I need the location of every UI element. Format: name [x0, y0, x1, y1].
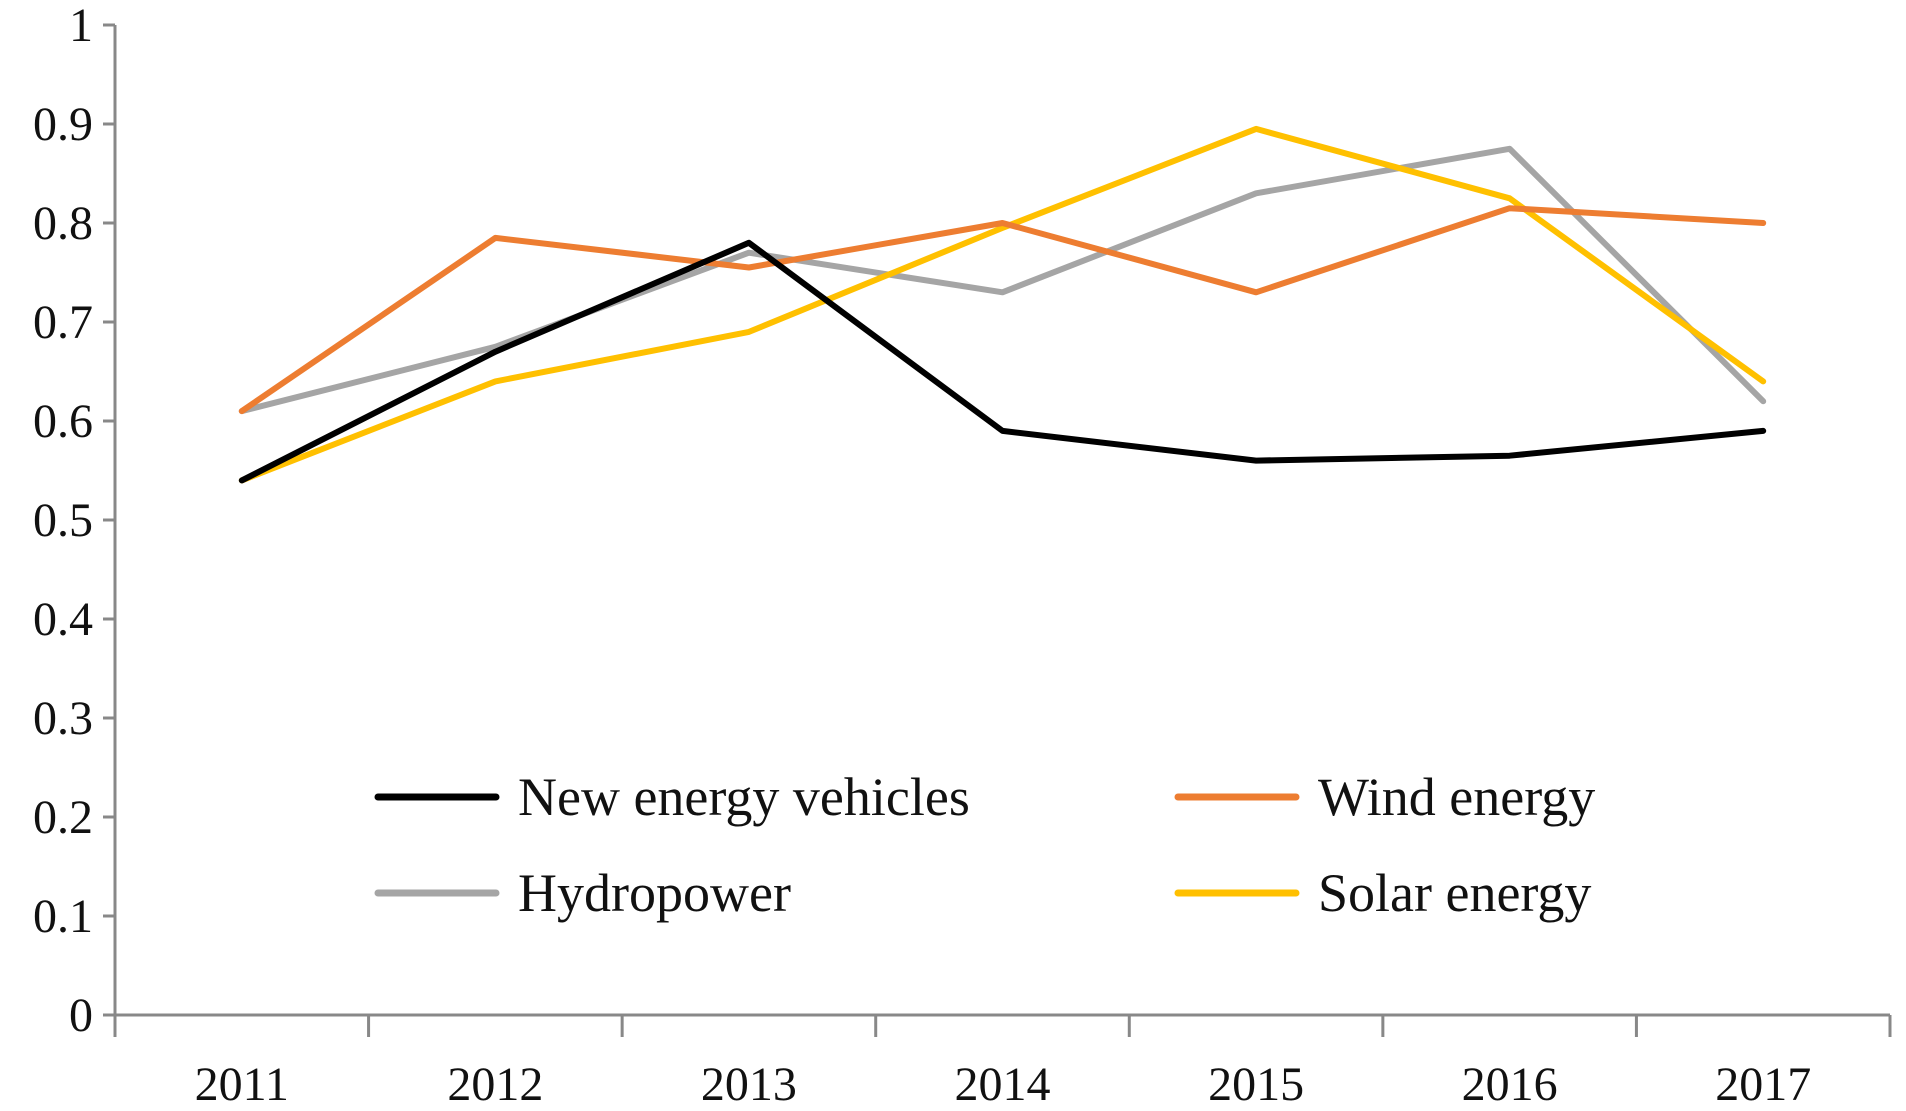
y-tick-label: 0.5: [33, 494, 93, 547]
series-line-solar-energy: [238, 125, 1767, 484]
legend-label-hydropower: Hydropower: [518, 863, 791, 923]
y-tick-label: 0.2: [33, 791, 93, 844]
ticks-layer: 0 0.1 0.2 0.3 0.4 0.5 0.6 0.7 0.8 0.9 1 2011 2012 201…: [33, 0, 1892, 1111]
y-tick-label: 1: [69, 0, 93, 52]
y-tick-label: 0.6: [33, 395, 93, 448]
series-line-new-energy-vehicles: [238, 239, 1767, 484]
x-tick-label: 2012: [447, 1058, 543, 1111]
y-tick-label: 0.3: [33, 692, 93, 745]
x-tick-label: 2011: [195, 1058, 289, 1111]
axes-layer: [113, 25, 1890, 1017]
y-tick-label: 0: [69, 989, 93, 1042]
legend: New energy vehicles Wind energy Hydropower…: [374, 767, 1595, 923]
y-tick-label: 0.1: [33, 890, 93, 943]
legend-label-solar-energy: Solar energy: [1318, 863, 1591, 923]
series-line-hydropower: [238, 145, 1767, 415]
x-tick-label: 2013: [701, 1058, 797, 1111]
legend-label-new-energy-vehicles: New energy vehicles: [518, 767, 970, 827]
y-tick-label: 0.4: [33, 593, 93, 646]
series-line-wind-energy: [238, 205, 1767, 415]
x-tick-label: 2014: [955, 1058, 1051, 1111]
y-tick-label: 0.8: [33, 197, 93, 250]
y-tick-label: 0.9: [33, 98, 93, 151]
legend-label-wind-energy: Wind energy: [1318, 767, 1595, 827]
x-tick-label: 2017: [1715, 1058, 1811, 1111]
x-tick-label: 2015: [1208, 1058, 1304, 1111]
series-layer: [238, 125, 1767, 484]
x-tick-label: 2016: [1462, 1058, 1558, 1111]
y-tick-label: 0.7: [33, 296, 93, 349]
